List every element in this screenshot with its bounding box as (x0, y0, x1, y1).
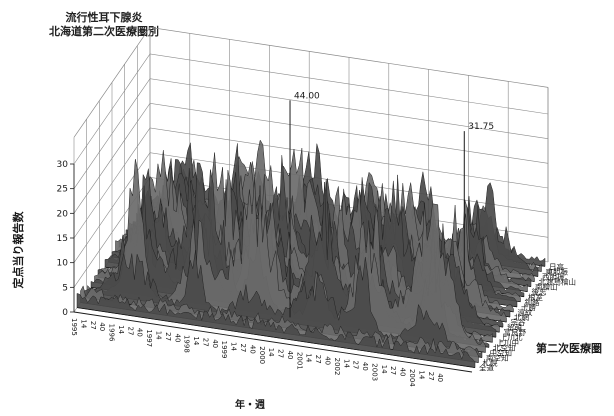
y-tick-label: 10 (57, 259, 69, 269)
x-tick-label: 27 (277, 349, 285, 358)
x-tick-label: 1997 (145, 329, 153, 347)
x-tick-label: 27 (314, 355, 322, 364)
x-tick-label: 40 (286, 351, 294, 360)
x-tick-label: 14 (305, 353, 313, 362)
x-tick-label: 2003 (370, 363, 378, 381)
x-tick-label: 40 (361, 362, 369, 371)
x-tick-label: 14 (417, 370, 425, 379)
y-tick-label: 0 (62, 308, 68, 318)
x-tick-label: 1999 (220, 341, 228, 359)
x-tick-label: 40 (136, 328, 144, 337)
z-category-label: 上川北 (500, 333, 523, 342)
x-tick-label: 14 (192, 336, 200, 345)
z-category-label: 留萌 (507, 322, 522, 332)
y-tick-label: 25 (57, 185, 68, 195)
y-tick-label: 15 (57, 234, 68, 244)
annotation-label: 31.75 (468, 122, 494, 132)
x-tick-label: 14 (154, 331, 162, 340)
x-tick-label: 40 (211, 339, 219, 348)
x-tick-label: 14 (267, 348, 275, 357)
z-category-label: 全道 (479, 363, 494, 373)
y-tick-label: 20 (57, 209, 69, 219)
z-category-label: 北渡島檜山 (538, 277, 576, 287)
x-tick-label: 27 (239, 343, 247, 352)
x-tick-label: 14 (117, 325, 125, 334)
x-tick-label: 40 (323, 356, 331, 365)
grid-line (73, 53, 549, 165)
x-tick-label: 40 (436, 373, 444, 382)
x-tick-label: 27 (164, 332, 172, 341)
x-tick-label: 27 (427, 372, 435, 381)
z-category-label: 遠紋 (517, 307, 532, 317)
x-tick-label: 40 (98, 322, 106, 331)
x-tick-label: 27 (126, 326, 134, 335)
x-axis-line (73, 311, 473, 373)
z-category-label: 上川中 (497, 337, 520, 347)
z-category-label: 日高 (549, 261, 564, 271)
x-tick-label: 27 (201, 338, 209, 347)
x-tick-label: 1998 (183, 335, 191, 353)
z-category-label: 南檜山 (535, 282, 558, 292)
ribbon-series (76, 293, 476, 368)
chart-title-line-1: 流行性耳下腺炎 (65, 11, 143, 24)
y-axis-title: 定点当り報告数 (11, 211, 25, 289)
x-tick-label: 27 (352, 360, 360, 369)
x-tick-label: 27 (89, 321, 97, 330)
z-category-label: 釧路 (524, 297, 539, 307)
y-tick-label: 5 (62, 283, 68, 293)
x-tick-label: 2001 (295, 352, 303, 370)
x-tick-label: 2000 (258, 346, 266, 364)
z-category-label: 根室 (528, 292, 543, 302)
z-category-label: 十勝 (521, 302, 536, 312)
z-axis-title: 第二次医療圏 (536, 341, 602, 355)
wall-frame (73, 26, 549, 138)
x-tick-label: 40 (399, 368, 407, 377)
z-category-label: 富良野 (504, 327, 527, 337)
ribbon-base (76, 307, 476, 368)
x-tick-label: 2004 (408, 369, 416, 387)
z-category-label: 札幌 (483, 358, 498, 368)
x-tick-label: 2002 (333, 358, 341, 376)
x-tick-label: 14 (380, 365, 388, 374)
x-tick-label: 40 (173, 334, 181, 343)
x-tick-label: 14 (230, 342, 238, 351)
x-tick-label: 27 (389, 366, 397, 375)
x-tick-label: 14 (79, 319, 87, 328)
annotation-label: 44.00 (294, 91, 320, 101)
z-category-label: 西胆振 (542, 272, 565, 282)
x-tick-label: 14 (342, 359, 350, 368)
z-category-label: 北空知 (493, 342, 516, 352)
z-category-label: 宗谷 (511, 317, 526, 327)
x-axis-title: 年・週 (235, 398, 265, 411)
x-tick-label: 1996 (108, 324, 116, 342)
z-category-label: 東胆振 (545, 266, 568, 276)
z-category-label: 南空知 (486, 352, 509, 362)
y-tick-label: 30 (57, 160, 69, 170)
z-category-label: 中空知 (490, 347, 513, 357)
x-tick-label: 40 (248, 345, 256, 354)
z-category-label: 後志 (531, 287, 546, 297)
x-tick-label: 1995 (70, 318, 78, 336)
z-category-label: 北網 (514, 312, 529, 322)
chart-title-line-2: 北海道第二次医療圏別 (49, 25, 159, 38)
